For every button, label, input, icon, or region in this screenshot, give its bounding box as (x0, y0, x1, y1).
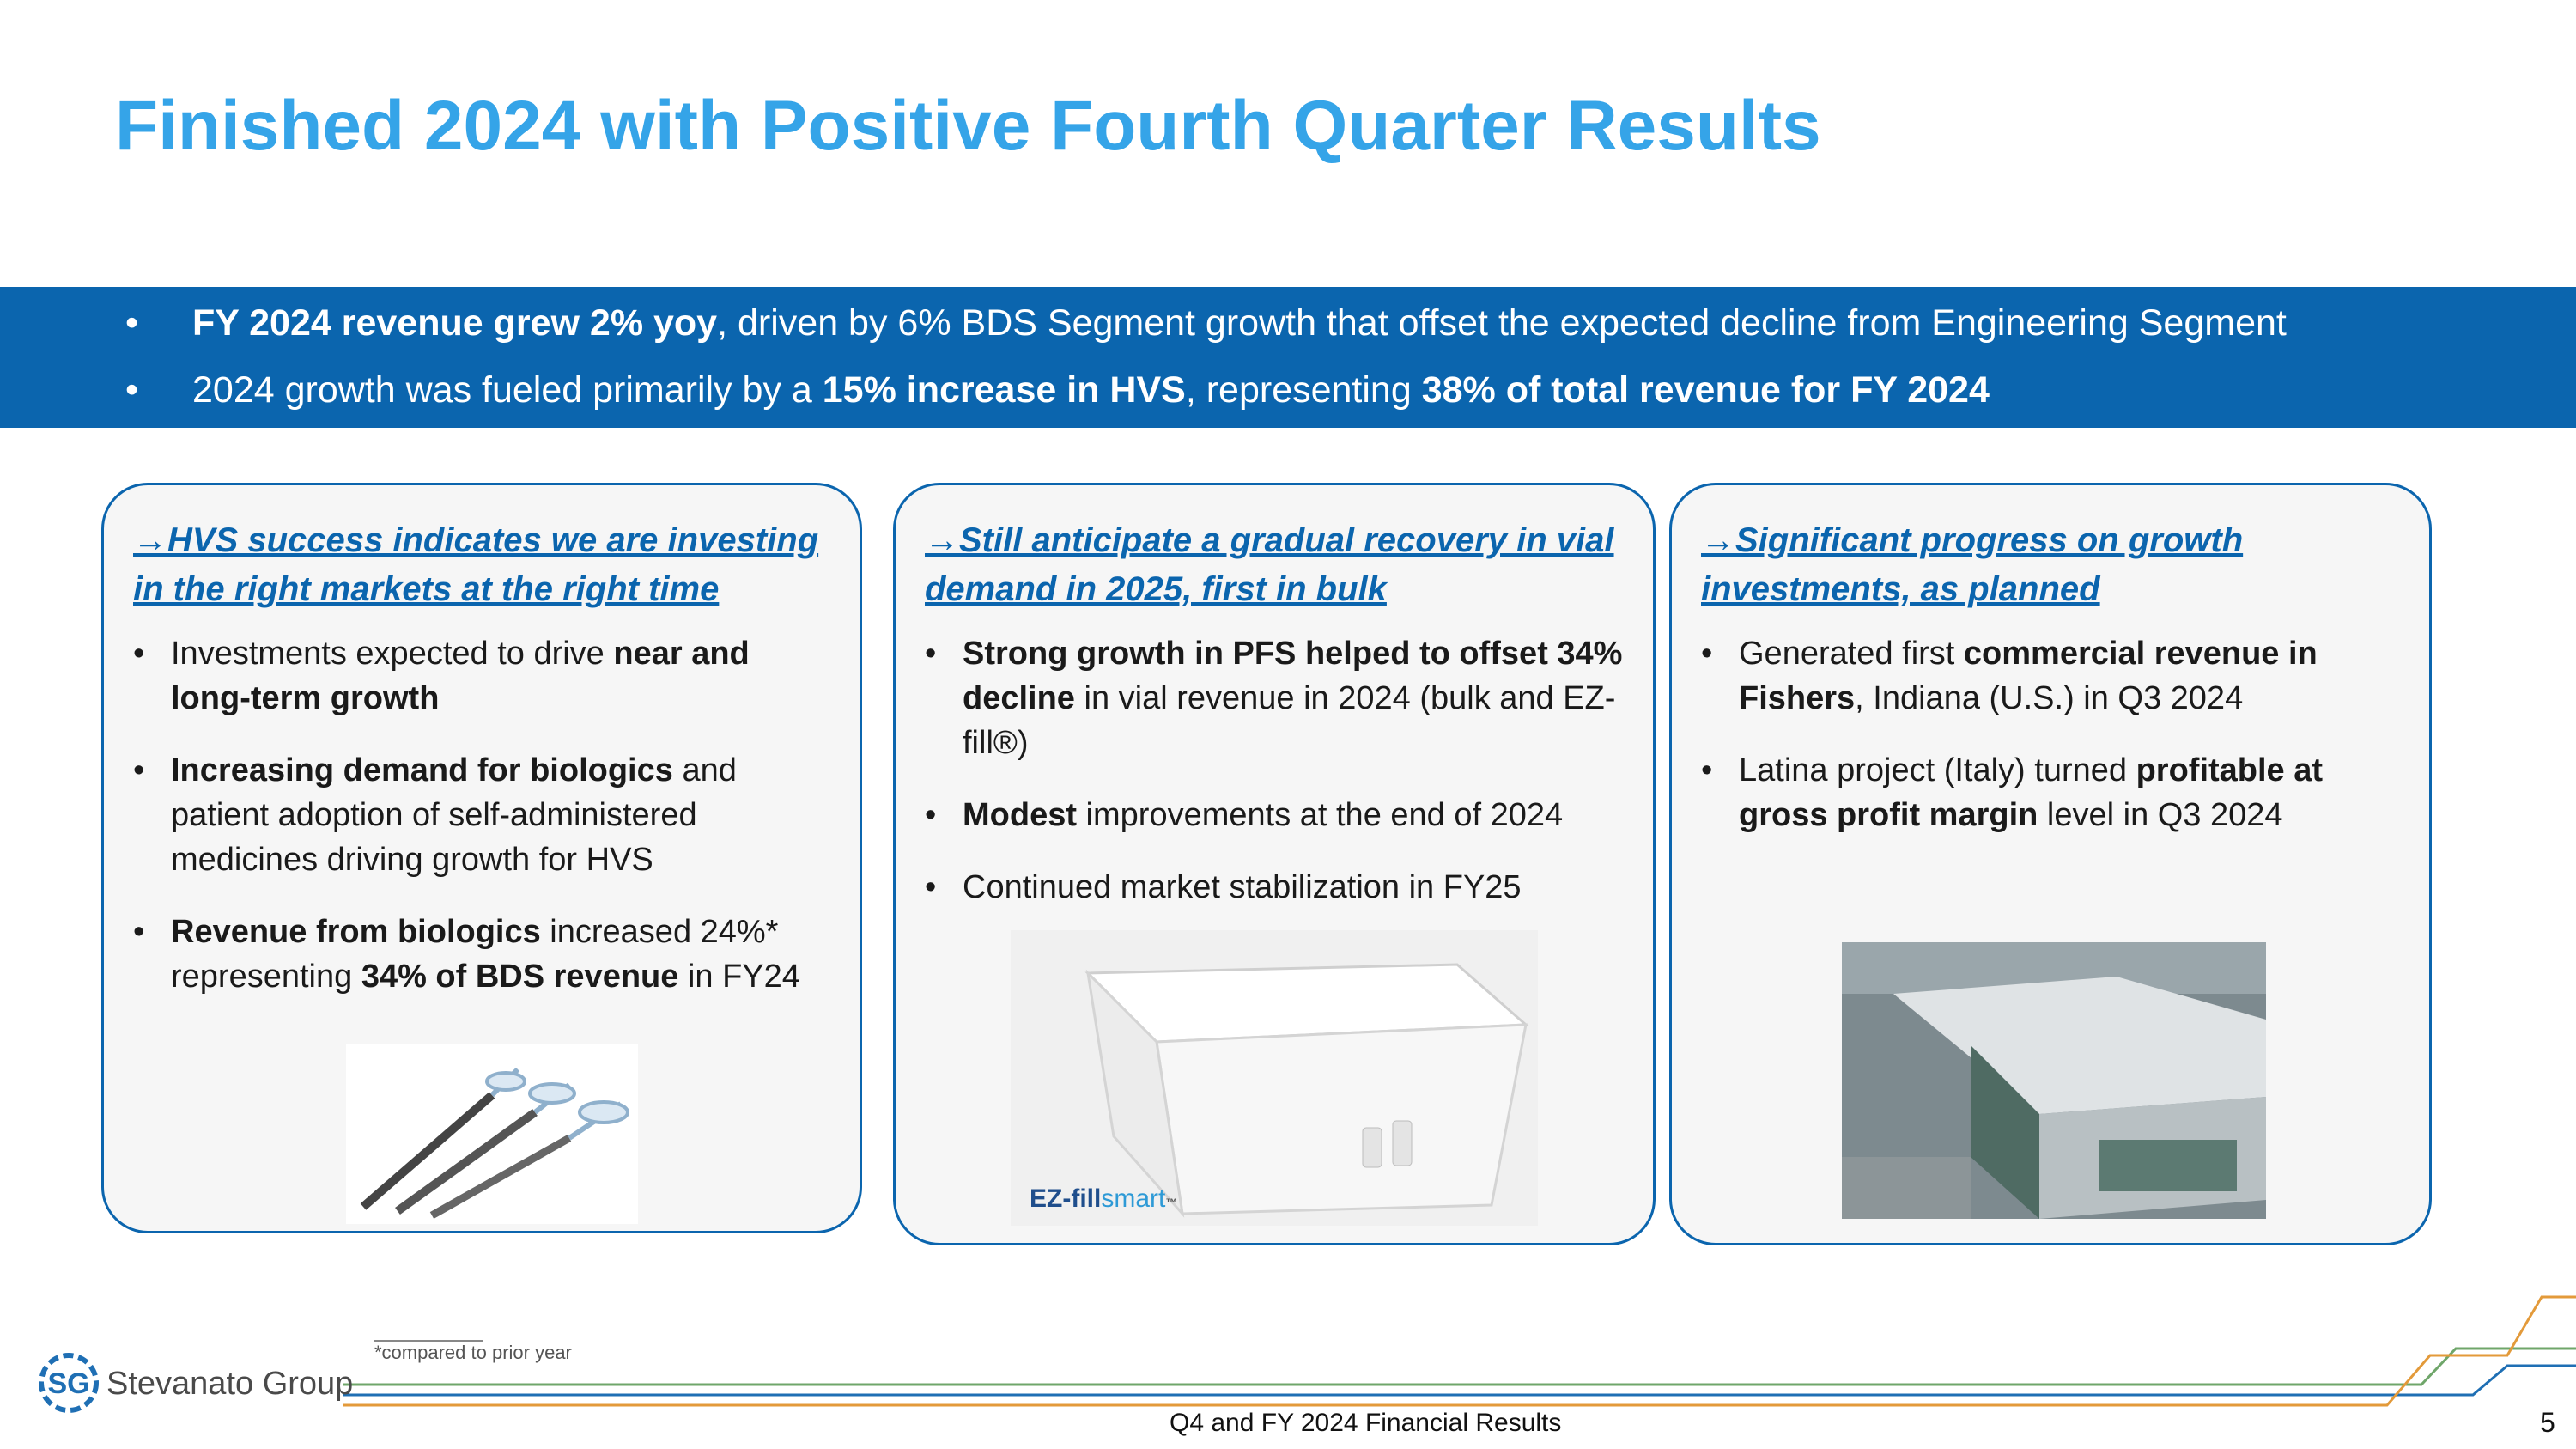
list-item: • Investments expected to drive near and … (133, 636, 750, 716)
logo-text: Stevanato Group (106, 1366, 354, 1402)
card-heading: →HVS success indicates we are investing … (133, 521, 819, 608)
card-bullets: • Generated first commercial revenue in F… (1701, 631, 2405, 865)
footer-title: Q4 and FY 2024 Financial Results (1170, 1409, 1562, 1437)
card-heading: →Still anticipate a gradual recovery in … (925, 521, 1614, 608)
ez-fill-tray-image: EZ-fillsmart™ (1011, 930, 1538, 1226)
list-item: • Increasing demand for biologics and pat… (133, 752, 737, 878)
card-bullets: • Strong growth in PFS helped to offset 3… (925, 631, 1629, 937)
logo: SG (34, 1349, 343, 1417)
footnote-rule (374, 1340, 483, 1342)
list-item: • Continued market stabilization in FY25 (925, 869, 1522, 905)
svg-text:SG: SG (47, 1367, 89, 1400)
list-item: • Revenue from biologics increased 24%* r… (133, 914, 800, 995)
sg-logo-icon: SG (39, 1353, 99, 1413)
footnote: *compared to prior year (374, 1342, 572, 1363)
ez-fill-smart-label: EZ-fillsmart™ (1030, 1184, 1178, 1213)
tray-illustration (1084, 963, 1529, 1218)
card-hvs: →HVS success indicates we are investing … (101, 483, 862, 1233)
summary-banner: • FY 2024 revenue grew 2% yoy, driven by… (0, 287, 2576, 428)
card-growth-investments: →Significant progress on growth investme… (1669, 483, 2432, 1245)
list-item: • Generated first commercial revenue in F… (1701, 636, 2318, 716)
page-title: Finished 2024 with Positive Fourth Quart… (115, 87, 1821, 165)
card-heading: →Significant progress on growth investme… (1701, 521, 2244, 608)
list-item: • Strong growth in PFS helped to offset 3… (925, 636, 1623, 761)
list-item: • Modest improvements at the end of 2024 (925, 797, 1564, 833)
syringes-image (346, 1044, 638, 1224)
card-bullets: • Investments expected to drive near and … (133, 631, 820, 1026)
card-vials: →Still anticipate a gradual recovery in … (893, 483, 1656, 1245)
decorative-lines (343, 1295, 2576, 1407)
page-number: 5 (2540, 1407, 2555, 1438)
list-item: • Latina project (Italy) turned profitabl… (1701, 752, 2324, 833)
facility-photo (1842, 942, 2266, 1219)
